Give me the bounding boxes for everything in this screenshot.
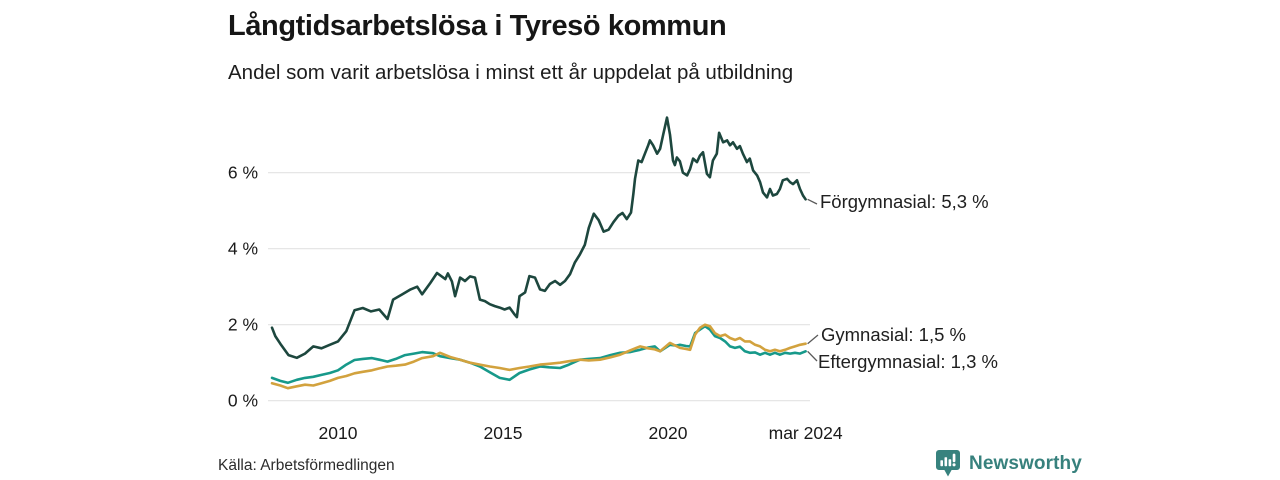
series-end-label-eftergymnasial: Eftergymnasial: 1,3 % xyxy=(818,351,998,372)
chart-subtitle: Andel som varit arbetslösa i minst ett å… xyxy=(228,61,794,84)
series-line-eftergymnasial xyxy=(270,324,807,385)
series-end-label-forgymnasial: Förgymnasial: 5,3 % xyxy=(820,191,989,212)
source-note: Källa: Arbetsförmedlingen xyxy=(218,457,395,474)
brand-wordmark: Newsworthy xyxy=(969,452,1082,474)
label-connector-gymnasial xyxy=(807,334,819,345)
x-tick-label-mar-2024: mar 2024 xyxy=(769,423,843,443)
y-tick-label-2: 2 % xyxy=(228,315,258,335)
series-end-label-gymnasial: Gymnasial: 1,5 % xyxy=(821,324,966,345)
series-line-gymnasial xyxy=(270,323,807,390)
newsworthy-logo: Newsworthy xyxy=(936,450,1082,477)
label-connector-forgymnasial xyxy=(807,198,818,205)
x-tick-label-2015: 2015 xyxy=(484,423,523,443)
x-tick-label-2020: 2020 xyxy=(649,423,688,443)
chart-title: Långtidsarbetslösa i Tyresö kommun xyxy=(228,10,727,42)
y-tick-label-6: 6 % xyxy=(228,163,258,183)
newsworthy-bars-icon xyxy=(936,450,960,477)
series-line-forgymnasial xyxy=(270,116,807,360)
label-connector-eftergymnasial xyxy=(807,350,818,362)
y-tick-label-0: 0 % xyxy=(228,391,258,411)
y-tick-label-4: 4 % xyxy=(228,239,258,259)
x-tick-label-2010: 2010 xyxy=(319,423,358,443)
